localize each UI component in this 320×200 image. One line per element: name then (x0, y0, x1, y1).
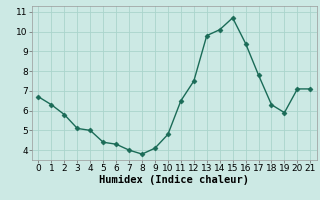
X-axis label: Humidex (Indice chaleur): Humidex (Indice chaleur) (100, 175, 249, 185)
